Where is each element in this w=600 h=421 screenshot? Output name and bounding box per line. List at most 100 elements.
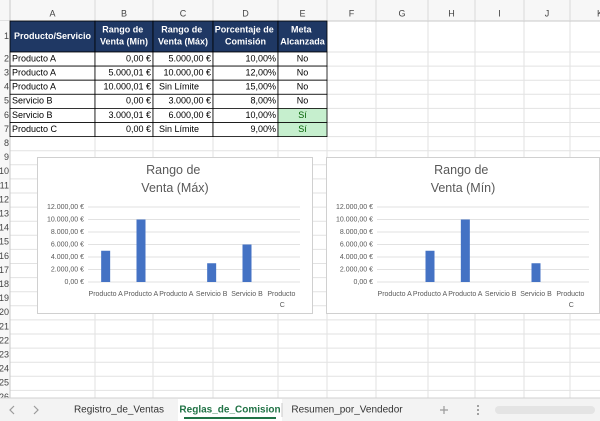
column-header: G	[398, 8, 405, 18]
bar	[460, 219, 470, 282]
y-tick-label: 10.000,00 €	[336, 216, 373, 223]
sheet-tab-label[interactable]: Registro_de_Ventas	[74, 405, 164, 416]
x-tick-label: Producto C	[267, 291, 297, 309]
row-header: 24	[0, 364, 9, 374]
x-tick-label: Servicio B	[196, 291, 228, 298]
cell-text: No	[297, 96, 309, 106]
column-header: D	[242, 8, 249, 18]
column-header-bar	[0, 0, 600, 21]
table-cell	[277, 122, 328, 137]
cell-text: Servicio B	[12, 96, 53, 106]
row-header: 13	[0, 209, 9, 219]
cell-text: 5.000,01 €	[108, 68, 151, 78]
row-header: 2	[4, 53, 9, 63]
header-cell	[212, 20, 279, 53]
row-header: 19	[0, 293, 9, 303]
cell-text: No	[297, 82, 309, 92]
cell-text: Sin Límite	[159, 82, 199, 92]
y-tick-label: 0,00 €	[65, 279, 85, 286]
sheet-tab[interactable]	[178, 399, 282, 421]
x-tick-label: Producto A	[89, 291, 124, 298]
sheet-tab[interactable]	[60, 399, 178, 421]
x-tick-label: Producto A	[159, 291, 194, 298]
row-header: 20	[0, 307, 9, 317]
cell-text: Producto A	[12, 53, 56, 63]
row-header: 17	[0, 265, 9, 275]
y-tick-label: 2.000,00 €	[51, 266, 84, 273]
row-header: 15	[0, 237, 9, 247]
y-tick-label: 12.000,00 €	[336, 204, 373, 211]
column-header: F	[349, 8, 355, 18]
row-header: 7	[4, 124, 9, 134]
cell-text: No	[297, 68, 309, 78]
row-header: 12	[0, 194, 9, 204]
row-header: 23	[0, 350, 9, 360]
cell-text: 10,00%	[245, 53, 276, 63]
sheet-tab-label[interactable]: Reglas_de_Comision	[179, 405, 280, 416]
row-header: 26	[0, 392, 9, 402]
cell-text: No	[297, 53, 309, 63]
column-header: E	[299, 8, 305, 18]
cell-text: 9,00%	[250, 124, 276, 134]
cell-text: Servicio B	[12, 110, 53, 120]
header-text: Rango de Venta (Mín)	[100, 25, 148, 47]
y-tick-label: 6.000,00 €	[340, 241, 373, 248]
y-tick-label: 2.000,00 €	[340, 266, 373, 273]
cell-text: 3.000,00 €	[168, 96, 211, 106]
row-header-bar	[0, 21, 10, 398]
y-tick-label: 0,00 €	[354, 279, 374, 286]
y-tick-label: 12.000,00 €	[47, 204, 84, 211]
horizontal-scrollbar	[495, 406, 595, 414]
column-header: C	[180, 8, 187, 18]
cell-text: 5.000,00 €	[168, 53, 211, 63]
cell-text: 10.000,00 €	[163, 68, 211, 78]
y-tick-label: 8.000,00 €	[51, 229, 84, 236]
x-tick-label: Producto C	[556, 291, 586, 309]
bar	[425, 250, 435, 282]
y-tick-label: 10.000,00 €	[47, 216, 84, 223]
row-header: 10	[0, 166, 9, 176]
chart-title: Rango de Venta (Mín)	[431, 163, 496, 195]
header-text: Producto/Servicio	[14, 31, 92, 41]
cell-text: Producto A	[12, 68, 56, 78]
header-text: Rango de Venta (Máx)	[158, 25, 208, 47]
y-tick-label: 8.000,00 €	[340, 229, 373, 236]
bar	[242, 244, 252, 282]
x-tick-label: Servicio B	[231, 291, 263, 298]
row-header: 6	[4, 110, 9, 120]
column-header: B	[121, 8, 127, 18]
column-header: K	[597, 8, 600, 18]
cell-text: Producto C	[12, 124, 58, 134]
y-tick-label: 6.000,00 €	[51, 241, 84, 248]
scroll-tabs-right[interactable]	[33, 405, 39, 415]
header-text: Porcentaje de Comisión	[215, 25, 277, 47]
row-headers: 1234567891011121314151617181920212223242…	[0, 31, 9, 402]
row-header: 14	[0, 223, 9, 233]
column-header: I	[498, 8, 501, 18]
y-tick-label: 4.000,00 €	[340, 254, 373, 261]
cell-text: 15,00%	[245, 82, 276, 92]
row-header: 16	[0, 251, 9, 261]
column-header: H	[448, 8, 455, 18]
scroll-tabs-left[interactable]	[9, 405, 15, 415]
cell-text: Sí	[298, 124, 307, 134]
add-sheet-button[interactable]	[440, 406, 448, 414]
row-header: 11	[0, 180, 9, 190]
more-options-dot	[477, 405, 479, 407]
row-header: 8	[4, 138, 9, 148]
row-header: 3	[4, 68, 9, 78]
sheet-tab-label[interactable]: Resumen_por_Vendedor	[291, 405, 403, 416]
x-tick-label: Producto A	[413, 291, 448, 298]
row-header: 4	[4, 82, 9, 92]
column-header: A	[49, 8, 55, 18]
header-text: Meta Alcanzada	[280, 25, 326, 47]
cell-text: 6.000,00 €	[168, 110, 211, 120]
row-header: 5	[4, 96, 9, 106]
sheet-tab[interactable]	[282, 399, 412, 421]
chart-title: Rango de Venta (Máx)	[141, 163, 208, 195]
row-header: 25	[0, 378, 9, 388]
row-header: 9	[4, 152, 9, 162]
cell-text: Sin Límite	[159, 124, 199, 134]
